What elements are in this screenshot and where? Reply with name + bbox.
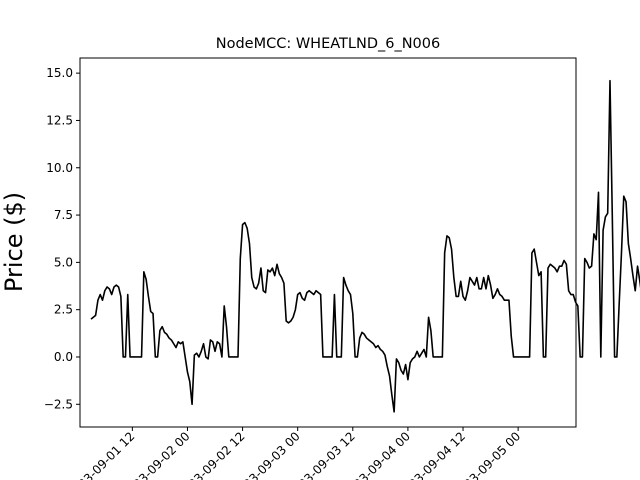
y-tick-label: 7.5: [54, 208, 73, 222]
y-tick-label: 12.5: [46, 113, 73, 127]
y-tick-label: 2.5: [54, 303, 73, 317]
y-tick-label: 15.0: [46, 66, 73, 80]
y-axis-ticks: −2.5 0.0 2.5 5.0 7.5 10.0 12.5 15.0: [44, 66, 80, 411]
plot-frame: [79, 57, 577, 428]
y-axis-label: Price ($): [0, 192, 28, 292]
y-tick-label: 10.0: [46, 161, 73, 175]
y-tick-label: 0.0: [54, 350, 73, 364]
y-tick-label: 5.0: [54, 255, 73, 269]
series-line-price: [90, 79, 640, 413]
chart-title: NodeMCC: WHEATLND_6_N006: [216, 36, 441, 52]
y-tick-label: −2.5: [44, 397, 73, 411]
